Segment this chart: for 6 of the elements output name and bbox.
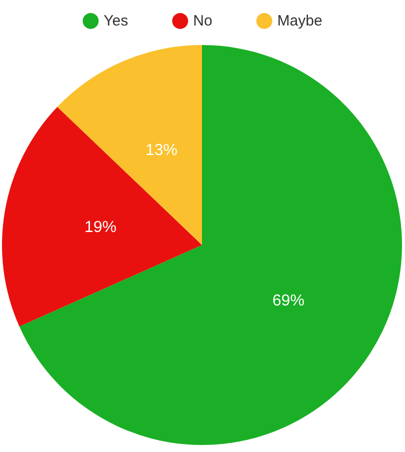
data-label: 69% (272, 292, 304, 310)
legend-label: Maybe (277, 12, 322, 30)
data-label: 19% (84, 218, 117, 236)
legend-label: Yes (104, 12, 128, 30)
legend-label: No (193, 12, 212, 30)
data-label: 13% (145, 142, 178, 159)
